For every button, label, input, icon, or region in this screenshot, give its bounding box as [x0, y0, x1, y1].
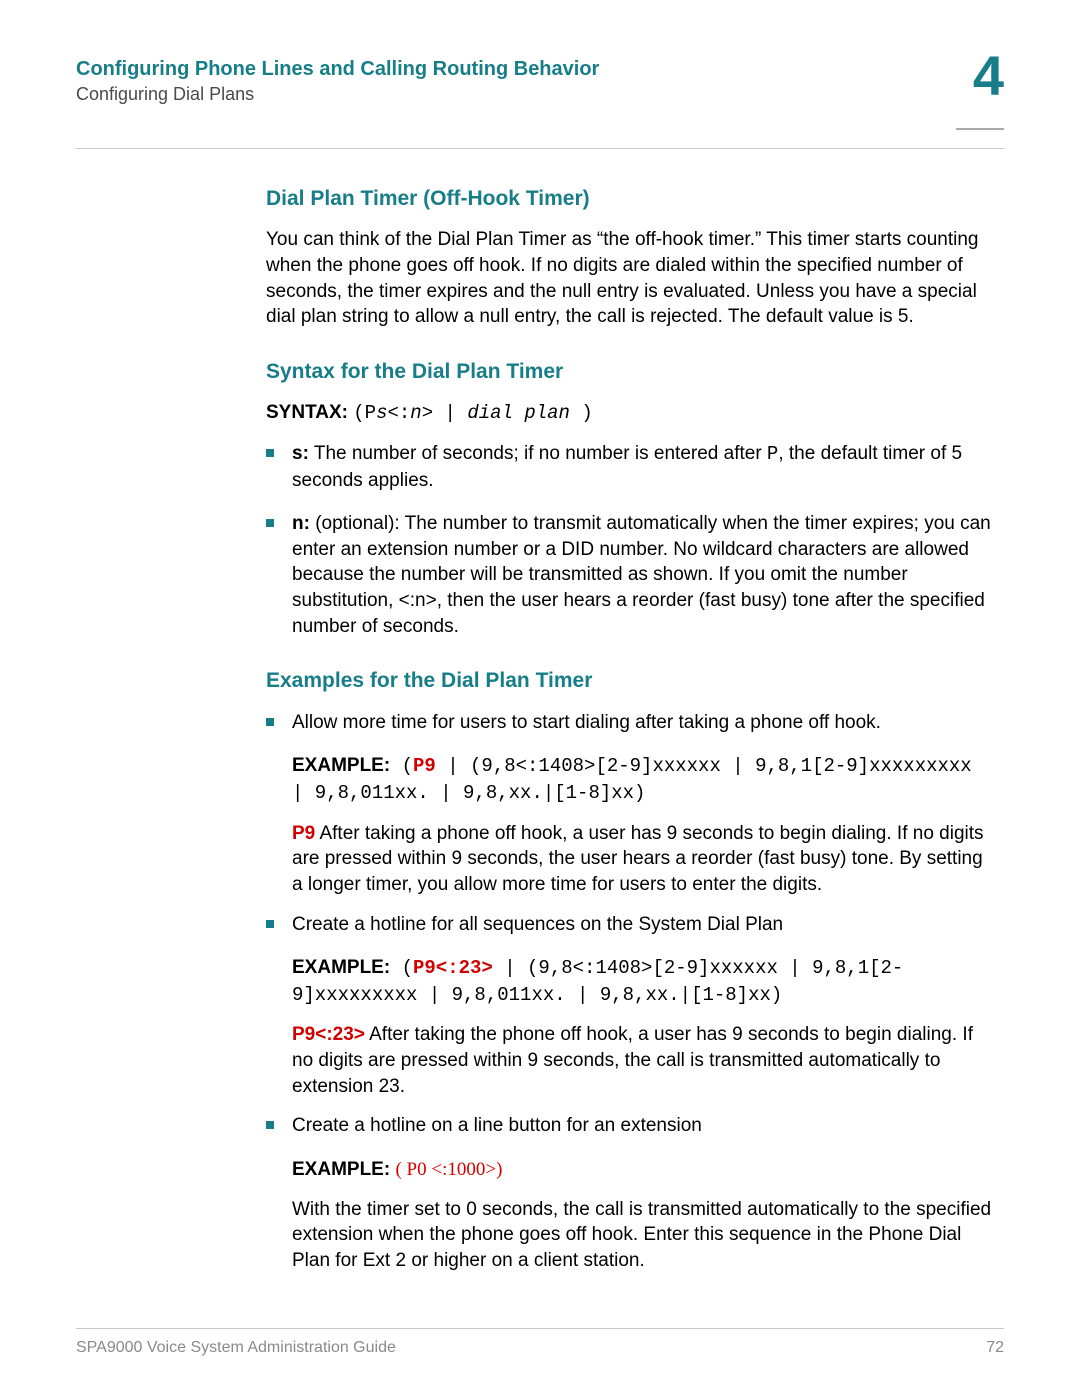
chapter-number: 4 — [934, 48, 1004, 104]
header-left: Configuring Phone Lines and Calling Rout… — [76, 48, 599, 105]
bullet-example-2: Create a hotline for all sequences on th… — [266, 912, 994, 938]
examples-bullet-list-3: Create a hotline on a line button for an… — [266, 1113, 994, 1139]
example2-intro: Create a hotline for all sequences on th… — [292, 914, 783, 935]
example1-intro: Allow more time for users to start diali… — [292, 712, 881, 733]
example1-red: P9 — [413, 755, 436, 777]
chapter-box: 4 — [934, 48, 1004, 130]
example1-code: EXAMPLE: (P9 | (9,8<:1408>[2-9]xxxxxx | … — [292, 753, 994, 806]
examples-bullet-list: Allow more time for users to start diali… — [266, 710, 994, 736]
syntax-bullet-list: s: The number of seconds; if no number i… — [266, 441, 994, 639]
example1-exp-red: P9 — [292, 823, 315, 844]
page-header: Configuring Phone Lines and Calling Rout… — [76, 48, 1004, 130]
example2-exp-text: After taking the phone off hook, a user … — [292, 1024, 973, 1096]
header-subtitle: Configuring Dial Plans — [76, 84, 599, 105]
syntax-close: ) — [570, 402, 593, 424]
example1-open: ( — [390, 755, 413, 777]
example3-explanation: With the timer set to 0 seconds, the cal… — [292, 1197, 994, 1274]
bullet-s-text-a: The number of seconds; if no number is e… — [309, 443, 767, 464]
bullet-s-lead: s: — [292, 443, 309, 464]
example2-exp-red: P9<:23> — [292, 1024, 365, 1045]
syntax-gt: > | — [422, 402, 468, 424]
syntax-s: s — [376, 402, 387, 424]
example3-code: EXAMPLE: ( P0 <:1000>) — [292, 1157, 994, 1183]
header-rule — [76, 148, 1004, 149]
bullet-example-1: Allow more time for users to start diali… — [266, 710, 994, 736]
bullet-s-P: P — [767, 443, 778, 465]
content-area: Dial Plan Timer (Off-Hook Timer) You can… — [266, 185, 994, 1274]
footer-doc-title: SPA9000 Voice System Administration Guid… — [76, 1339, 396, 1357]
example1-label: EXAMPLE: — [292, 755, 390, 776]
bullet-n-lead: n: — [292, 513, 310, 534]
example1-exp-text: After taking a phone off hook, a user ha… — [292, 823, 984, 895]
syntax-n: n — [410, 402, 421, 424]
example3-red: ( P0 <:1000>) — [395, 1159, 502, 1180]
bullet-s: s: The number of seconds; if no number i… — [266, 441, 994, 493]
example3-block: EXAMPLE: ( P0 <:1000>) With the timer se… — [292, 1157, 994, 1274]
syntax-lt: <: — [387, 402, 410, 424]
footer-rule — [76, 1328, 1004, 1329]
syntax-dialplan: dial plan — [467, 402, 570, 424]
syntax-open: (P — [353, 402, 376, 424]
example2-explanation: P9<:23> After taking the phone off hook,… — [292, 1022, 994, 1099]
examples-bullet-list-2: Create a hotline for all sequences on th… — [266, 912, 994, 938]
bullet-n-text: (optional): The number to transmit autom… — [292, 513, 991, 637]
example3-label: EXAMPLE: — [292, 1159, 390, 1180]
chapter-underline — [956, 128, 1004, 130]
heading-syntax: Syntax for the Dial Plan Timer — [266, 358, 994, 386]
example1-explanation: P9 After taking a phone off hook, a user… — [292, 821, 994, 898]
example2-code: EXAMPLE: (P9<:23> | (9,8<:1408>[2-9]xxxx… — [292, 955, 994, 1008]
syntax-line: SYNTAX: (Ps<:n> | dial plan ) — [266, 400, 994, 427]
example2-open: ( — [390, 957, 413, 979]
page: Configuring Phone Lines and Calling Rout… — [0, 0, 1080, 1397]
footer-page-number: 72 — [986, 1339, 1004, 1357]
example3-intro: Create a hotline on a line button for an… — [292, 1115, 702, 1136]
heading-dial-plan-timer: Dial Plan Timer (Off-Hook Timer) — [266, 185, 994, 213]
bullet-n: n: (optional): The number to transmit au… — [266, 511, 994, 639]
example2-label: EXAMPLE: — [292, 957, 390, 978]
paragraph-intro: You can think of the Dial Plan Timer as … — [266, 227, 994, 330]
page-footer: SPA9000 Voice System Administration Guid… — [76, 1328, 1004, 1357]
example2-block: EXAMPLE: (P9<:23> | (9,8<:1408>[2-9]xxxx… — [292, 955, 994, 1099]
footer-row: SPA9000 Voice System Administration Guid… — [76, 1339, 1004, 1357]
syntax-label: SYNTAX: — [266, 402, 348, 423]
header-title: Configuring Phone Lines and Calling Rout… — [76, 56, 599, 82]
bullet-example-3: Create a hotline on a line button for an… — [266, 1113, 994, 1139]
example1-block: EXAMPLE: (P9 | (9,8<:1408>[2-9]xxxxxx | … — [292, 753, 994, 897]
heading-examples: Examples for the Dial Plan Timer — [266, 667, 994, 695]
example2-red: P9<:23> — [413, 957, 493, 979]
